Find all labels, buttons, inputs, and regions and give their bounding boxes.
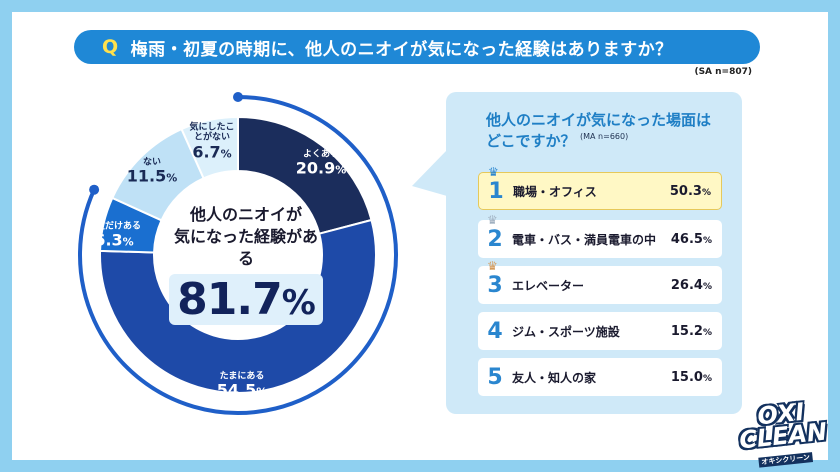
rank-value: 50.3% [669, 183, 711, 199]
ring-end-dot [89, 184, 100, 195]
rank-label: エレベーター [512, 278, 585, 293]
ranking-title-line2: どこですか？ [486, 132, 576, 150]
ranking-sample-size: (MA n=660) [580, 132, 629, 141]
segment-label-once: 一度だけある 6.3% [87, 222, 141, 251]
segment-name: たまにある [219, 371, 265, 382]
segment-value: 6.7 [192, 142, 221, 162]
segment-label-never: ない 11.5% [127, 158, 178, 187]
segment-name: 気にしたことがない [189, 122, 235, 143]
donut-center: 他人のニオイが 気になった経験がある 81.7% [168, 204, 324, 325]
crown-icon: ♛ [487, 258, 498, 273]
ranking-row: ♛ 2 電車・バス・満員電車の中 46.5% [478, 212, 722, 258]
segment-label-sometimes: たまにある 54.5% [217, 372, 268, 401]
segment-value: 11.5 [126, 166, 167, 186]
rank-number: 5 [487, 364, 503, 390]
crown-icon: ♛ [488, 164, 499, 179]
segment-unit: % [335, 163, 347, 177]
crown-icon: ♛ [487, 212, 498, 227]
segment-name: 一度だけある [86, 221, 142, 232]
rank-value: 15.2% [670, 323, 712, 339]
center-unit: % [281, 283, 316, 323]
rank-label: 職場・オフィス [513, 184, 597, 199]
center-value: 81.7 [177, 274, 283, 325]
ranking-row: 4 ジム・スポーツ施設 15.2% [478, 312, 722, 350]
ring-start-dot [233, 92, 243, 102]
oxiclean-logo: OXI CLEAN オキシクリーン [735, 398, 831, 470]
rank-value: 26.4% [670, 277, 712, 293]
rank-number: ♛ 1 [488, 164, 504, 204]
center-line1: 他人のニオイが [189, 205, 302, 224]
ranking-title-line1: 他人のニオイが気になった場面は [486, 111, 712, 129]
ranking-row: ♛ 3 エレベーター 26.4% [478, 258, 722, 304]
rank-number: 4 [487, 318, 503, 344]
rank-number: ♛ 3 [487, 258, 503, 298]
segment-value: 20.9 [295, 158, 336, 178]
segment-value: 6.3 [94, 230, 123, 250]
segment-name: ない [142, 157, 162, 168]
segment-unit: % [166, 171, 178, 185]
sample-size: (SA n=807) [694, 67, 752, 77]
segment-label-often: よくある 20.9% [296, 150, 347, 179]
segment-unit: % [256, 385, 268, 399]
question-text: 梅雨・初夏の時期に、他人のニオイが気になった経験はありますか？ [130, 39, 673, 60]
segment-value: 54.5 [216, 380, 257, 400]
rank-number: ♛ 2 [487, 212, 503, 252]
rank-value: 15.0% [670, 369, 712, 385]
donut-slice-not-noticed [180, 115, 239, 180]
question-mark: Q [102, 36, 119, 58]
question-bar: Q 梅雨・初夏の時期に、他人のニオイが気になった経験はありますか？ [74, 30, 760, 64]
segment-label-not-noticed: 気にしたことがない 6.7% [186, 122, 238, 161]
segment-unit: % [122, 235, 134, 249]
rank-value: 46.5% [670, 231, 712, 247]
segment-name: よくある [302, 149, 340, 160]
rank-label: 電車・バス・満員電車の中 [512, 232, 657, 247]
rank-label: ジム・スポーツ施設 [512, 324, 620, 339]
logo-line2: CLEAN [737, 417, 829, 455]
segment-unit: % [220, 147, 232, 161]
ranking-title: 他人のニオイが気になった場面は どこですか？ [486, 110, 711, 152]
ranking-row: ♛ 1 職場・オフィス 50.3% [478, 164, 722, 210]
experienced-ring-arc [78, 95, 398, 415]
ranking-row: 5 友人・知人の家 15.0% [478, 358, 722, 396]
center-value-box: 81.7% [169, 274, 323, 325]
rank-label: 友人・知人の家 [512, 370, 597, 385]
center-line2: 気になった経験がある [173, 227, 318, 268]
